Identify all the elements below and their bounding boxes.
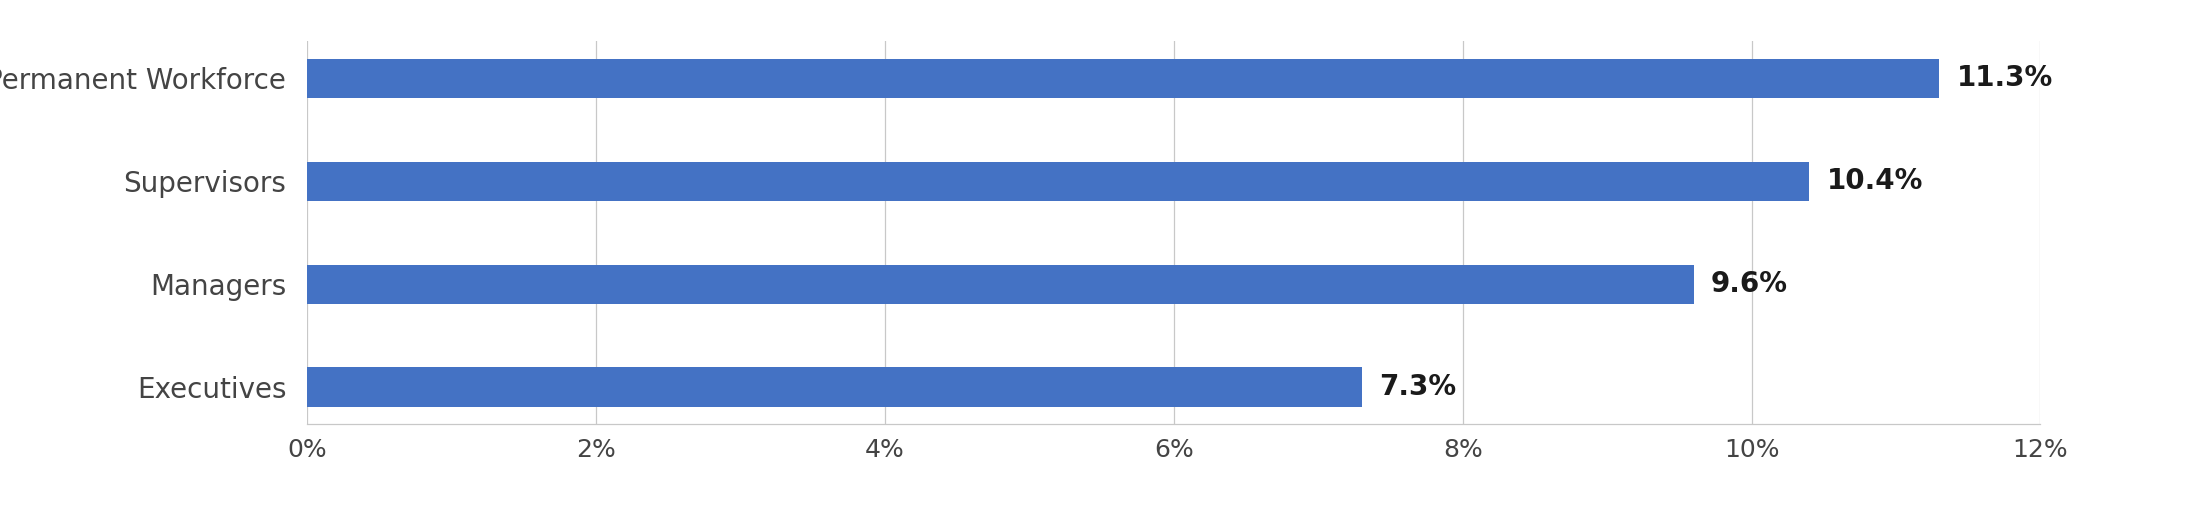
Bar <box>307 368 1362 406</box>
Bar <box>307 162 1810 201</box>
Bar <box>307 59 1939 98</box>
Text: 9.6%: 9.6% <box>1711 270 1788 298</box>
Bar <box>307 265 1694 303</box>
Text: 11.3%: 11.3% <box>1957 64 2054 93</box>
Text: 10.4%: 10.4% <box>1828 167 1922 195</box>
Text: 7.3%: 7.3% <box>1378 373 1457 401</box>
